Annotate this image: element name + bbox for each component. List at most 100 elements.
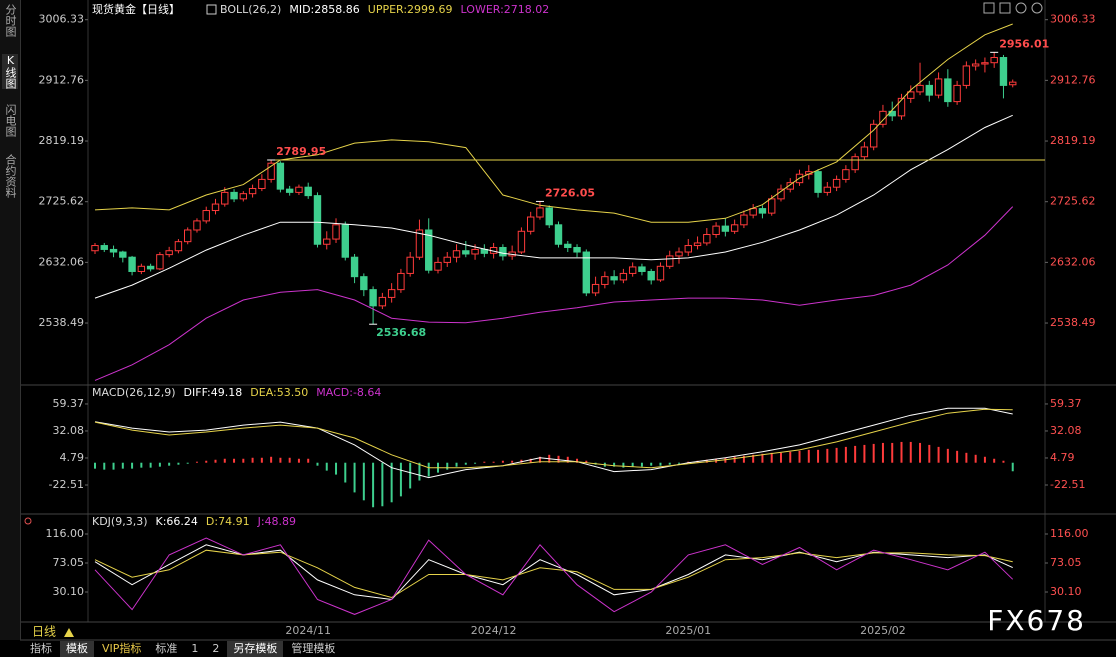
candle-body xyxy=(712,225,720,236)
candle-body xyxy=(786,182,794,190)
sidebar-tab[interactable]: 闪电图 xyxy=(4,104,17,137)
y-tick-label: -22.51 xyxy=(49,478,84,491)
candle-body xyxy=(944,78,952,103)
candle-body xyxy=(842,169,850,180)
y-tick-label: 30.10 xyxy=(53,585,85,598)
icon-zoom-out[interactable] xyxy=(1031,2,1043,14)
legend-name: MID: xyxy=(289,3,314,16)
y-tick-label: 2538.49 xyxy=(39,316,85,329)
candle-body xyxy=(907,91,915,99)
indicator-name: BOLL(26,2) xyxy=(220,3,281,16)
candle-body xyxy=(962,65,971,86)
period[interactable]: 日线 xyxy=(32,625,56,639)
trough-label: 2536.68 xyxy=(376,326,426,339)
candle-body xyxy=(109,248,118,253)
legend-value: 74.91 xyxy=(218,515,250,528)
candle-body xyxy=(693,242,702,247)
candle-body xyxy=(823,186,832,193)
indicator-icon[interactable] xyxy=(24,517,32,525)
candle-body xyxy=(916,84,924,93)
y-tick-label: 2725.62 xyxy=(1050,195,1096,208)
legend-name: K: xyxy=(156,515,167,528)
legend-name: J: xyxy=(257,515,265,528)
candle-body xyxy=(814,171,822,193)
candle-body xyxy=(953,84,961,103)
indicator-icon[interactable] xyxy=(206,4,217,15)
y-tick-label: 3006.33 xyxy=(1050,13,1096,26)
candle-body xyxy=(925,84,933,96)
sidebar-tab[interactable]: 合约资料 xyxy=(4,154,17,198)
icon-fit[interactable] xyxy=(983,2,995,14)
candle-body xyxy=(406,256,414,274)
candle-body xyxy=(703,234,711,244)
candle-body xyxy=(323,238,331,245)
toolbar-tab[interactable]: VIP指标 xyxy=(102,642,142,655)
x-tick-label: 2025/01 xyxy=(665,624,711,637)
toolbar-tab[interactable]: 管理模板 xyxy=(291,642,336,655)
candle-body xyxy=(221,191,229,205)
candle-body xyxy=(526,216,535,232)
candle-body xyxy=(990,57,998,64)
candle-body xyxy=(601,276,609,285)
peak-label: 2726.05 xyxy=(545,186,595,199)
candle-body xyxy=(360,276,368,291)
candle-body xyxy=(869,123,878,148)
toolbar-tab[interactable]: 指标 xyxy=(30,642,52,655)
candle-body xyxy=(184,229,192,243)
legend-value: 66.24 xyxy=(166,515,198,528)
y-tick-label: 2632.06 xyxy=(1050,255,1096,268)
sidebar-tab[interactable]: 分时图 xyxy=(4,4,17,37)
candle-body xyxy=(174,241,183,252)
sidebar-tab[interactable]: K线图 xyxy=(2,54,18,89)
candle-body xyxy=(860,146,869,158)
candle-body xyxy=(462,250,470,255)
candle-body xyxy=(619,272,628,281)
toolbar-tab[interactable]: 2 xyxy=(212,642,220,655)
candle-body xyxy=(91,245,99,252)
candle-body xyxy=(369,289,377,307)
indicator-header: KDJ(9,3,3) K:66.24 D:74.91 J:48.89 xyxy=(92,515,296,528)
candle-body xyxy=(999,57,1008,86)
toolbar-tab[interactable]: 模板 xyxy=(60,641,94,657)
candle-body xyxy=(295,186,303,193)
boll-line xyxy=(94,206,1014,381)
candle-body xyxy=(777,188,785,200)
candle-body xyxy=(517,230,526,253)
candle-body xyxy=(721,225,730,232)
candle-body xyxy=(230,191,238,200)
icon-window[interactable] xyxy=(999,2,1011,14)
y-tick-label: 32.08 xyxy=(1050,424,1082,437)
legend-name: DIFF: xyxy=(184,386,211,399)
candle-body xyxy=(638,266,646,272)
toolbar-tab[interactable]: 标准 xyxy=(155,642,178,655)
candle-body xyxy=(350,256,359,278)
window-icons[interactable] xyxy=(983,2,1043,14)
candle-body xyxy=(378,296,387,307)
candle-body xyxy=(554,224,563,245)
y-tick-label: 116.00 xyxy=(1050,527,1089,540)
candle-body xyxy=(100,245,108,250)
toolbar-tab[interactable]: 1 xyxy=(191,642,199,655)
peak-label: 2789.95 xyxy=(276,145,326,158)
y-tick-label: 2819.19 xyxy=(1050,134,1096,147)
toolbar-tab[interactable]: 另存模板 xyxy=(227,641,284,657)
candle-body xyxy=(897,97,906,117)
candle-body xyxy=(684,245,692,253)
candle-body xyxy=(656,265,665,281)
candle-body xyxy=(276,162,285,190)
period-arrow[interactable] xyxy=(64,628,74,637)
y-tick-label: 4.79 xyxy=(1050,451,1075,464)
candle-body xyxy=(647,270,655,281)
legend-value: 48.89 xyxy=(265,515,297,528)
candle-body xyxy=(434,261,442,271)
legend-value: 53.50 xyxy=(277,386,309,399)
candle-body xyxy=(304,186,312,197)
y-tick-label: 116.00 xyxy=(46,527,85,540)
icon-zoom-in[interactable] xyxy=(1015,2,1027,14)
legend-name: MACD: xyxy=(316,386,353,399)
indicator-header: MACD(26,12,9) DIFF:49.18 DEA:53.50 MACD:-8.… xyxy=(92,386,381,399)
macd-line xyxy=(94,408,1013,469)
candle-body xyxy=(267,162,275,180)
indicator-name: MACD(26,12,9) xyxy=(92,386,176,399)
